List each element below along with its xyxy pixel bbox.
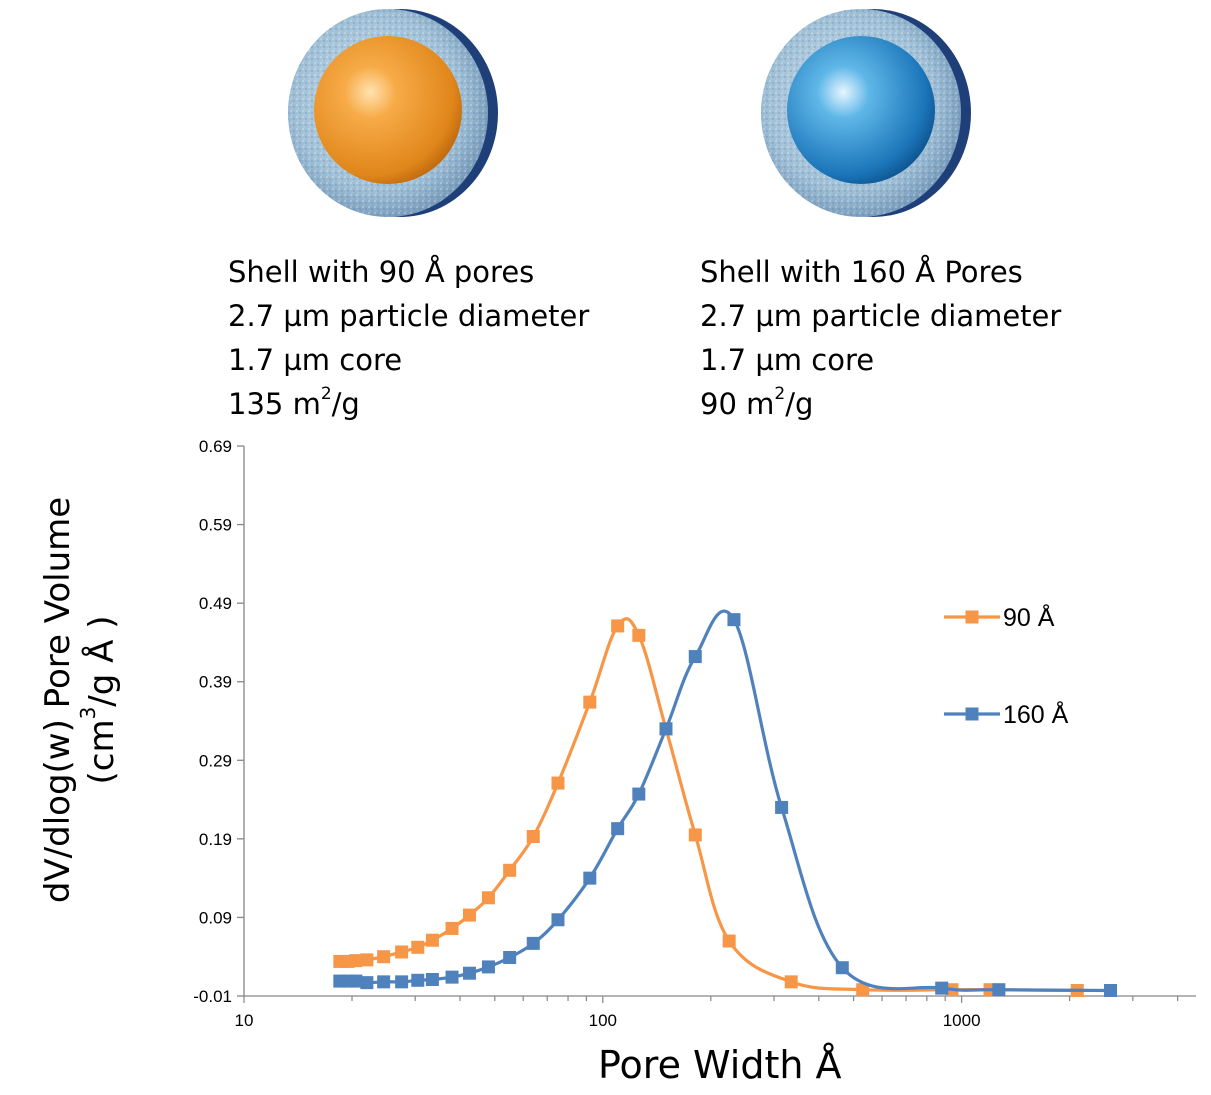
particle-90a-caption: Shell with 90 Å pores 2.7 µm particle di… bbox=[228, 250, 589, 426]
particle-160a-illustration bbox=[761, 9, 971, 217]
legend-item: 160 Å bbox=[944, 699, 1069, 729]
y-tick-label: -0.01 bbox=[193, 987, 232, 1006]
y-tick-label: 0.49 bbox=[199, 594, 232, 613]
data-point-marker bbox=[1104, 984, 1118, 997]
caption-line: 2.7 µm particle diameter bbox=[700, 299, 1062, 333]
surface-area-unit: /g bbox=[331, 387, 360, 421]
y-unit-post: /g Å ) bbox=[82, 615, 122, 707]
data-point-marker bbox=[481, 960, 495, 974]
data-point-marker bbox=[611, 822, 625, 836]
data-point-marker bbox=[551, 913, 565, 927]
x-tick-label: 1000 bbox=[943, 1011, 981, 1030]
data-point-marker bbox=[395, 945, 409, 959]
data-point-marker bbox=[856, 983, 870, 997]
surface-area-value: 135 m bbox=[228, 387, 321, 421]
y-unit-exponent: 3 bbox=[75, 706, 100, 720]
data-point-marker bbox=[445, 921, 459, 935]
data-point-marker bbox=[377, 975, 391, 989]
data-point-marker bbox=[360, 976, 374, 990]
series-160a bbox=[333, 609, 1118, 997]
series-90a bbox=[333, 617, 1084, 997]
data-point-marker bbox=[462, 966, 476, 980]
caption-line: 1.7 µm core bbox=[228, 343, 403, 377]
data-point-marker bbox=[551, 776, 565, 790]
x-tick-label: 10 bbox=[235, 1011, 254, 1030]
chart-legend: 90 Å 160 Å bbox=[944, 602, 1069, 729]
chart-axes: -0.01 0.09 0.19 0.29 0.39 0.49 0.59 0.69 10 100 10… bbox=[193, 437, 1196, 1030]
data-point-marker bbox=[377, 950, 391, 964]
caption-line: 2.7 µm particle diameter bbox=[228, 299, 590, 333]
y-tick-label: 0.59 bbox=[199, 516, 232, 535]
data-point-marker bbox=[583, 871, 597, 885]
data-point-marker bbox=[360, 953, 374, 967]
y-axis-label: dV/dlog(w) Pore Volume (cm3/g Å ) bbox=[30, 410, 130, 990]
caption-line-surface-area: 135 m2/g bbox=[228, 382, 589, 426]
data-point-marker bbox=[481, 891, 495, 905]
y-tick-label: 0.09 bbox=[199, 908, 232, 927]
x-axis-label: Pore Width Å bbox=[598, 1043, 842, 1087]
data-point-marker bbox=[349, 954, 363, 968]
data-point-marker bbox=[784, 975, 798, 989]
particle-160a-caption: Shell with 160 Å Pores 2.7 µm particle d… bbox=[700, 250, 1061, 426]
data-point-marker bbox=[503, 951, 517, 964]
data-point-marker bbox=[425, 933, 439, 947]
legend-label: 160 Å bbox=[1003, 699, 1069, 729]
legend-item: 90 Å bbox=[944, 602, 1055, 632]
caption-line: Shell with 90 Å pores bbox=[228, 255, 535, 289]
data-point-marker bbox=[349, 974, 363, 988]
data-point-marker bbox=[462, 908, 476, 922]
chart-series-layer bbox=[333, 609, 1118, 997]
y-unit-pre: (cm bbox=[82, 719, 122, 785]
legend-swatch-marker bbox=[965, 610, 979, 624]
data-point-marker bbox=[583, 695, 597, 709]
data-point-marker bbox=[632, 628, 646, 642]
data-point-marker bbox=[935, 981, 949, 995]
y-tick-label: 0.39 bbox=[199, 673, 232, 692]
data-point-marker bbox=[445, 970, 459, 984]
surface-area-unit: /g bbox=[785, 387, 814, 421]
legend-label: 90 Å bbox=[1003, 602, 1055, 632]
y-tick-label: 0.69 bbox=[199, 437, 232, 456]
data-point-marker bbox=[835, 961, 849, 975]
caption-line-surface-area: 90 m2/g bbox=[700, 382, 1061, 426]
data-point-marker bbox=[526, 830, 540, 843]
data-point-marker bbox=[992, 983, 1006, 997]
data-point-marker bbox=[722, 934, 736, 948]
x-tick-label: 100 bbox=[589, 1011, 617, 1030]
data-point-marker bbox=[425, 973, 439, 986]
data-point-marker bbox=[727, 613, 741, 627]
data-point-marker bbox=[411, 973, 425, 987]
y-axis-label-unit: (cm3/g Å ) bbox=[76, 497, 124, 903]
legend-swatch-marker bbox=[965, 707, 979, 721]
data-point-marker bbox=[611, 619, 625, 633]
particle-90a-illustration bbox=[288, 9, 498, 217]
surface-area-value: 90 m bbox=[700, 387, 775, 421]
particle-90a-core bbox=[314, 36, 462, 184]
data-point-marker bbox=[688, 828, 702, 842]
data-point-marker bbox=[775, 800, 789, 814]
surface-area-exponent: 2 bbox=[774, 384, 786, 405]
particle-160a-core bbox=[787, 36, 935, 184]
y-tick-label: 0.29 bbox=[199, 751, 232, 770]
data-point-marker bbox=[688, 650, 702, 664]
surface-area-exponent: 2 bbox=[320, 384, 332, 405]
caption-line: 1.7 µm core bbox=[700, 343, 875, 377]
data-point-marker bbox=[659, 722, 673, 736]
y-axis-label-main: dV/dlog(w) Pore Volume bbox=[38, 496, 78, 904]
data-point-marker bbox=[503, 863, 517, 877]
caption-line: Shell with 160 Å Pores bbox=[700, 255, 1023, 289]
y-tick-label: 0.19 bbox=[199, 830, 232, 849]
data-point-marker bbox=[411, 940, 425, 954]
data-point-marker bbox=[526, 936, 540, 950]
data-point-marker bbox=[395, 975, 409, 989]
data-point-marker bbox=[632, 787, 646, 801]
